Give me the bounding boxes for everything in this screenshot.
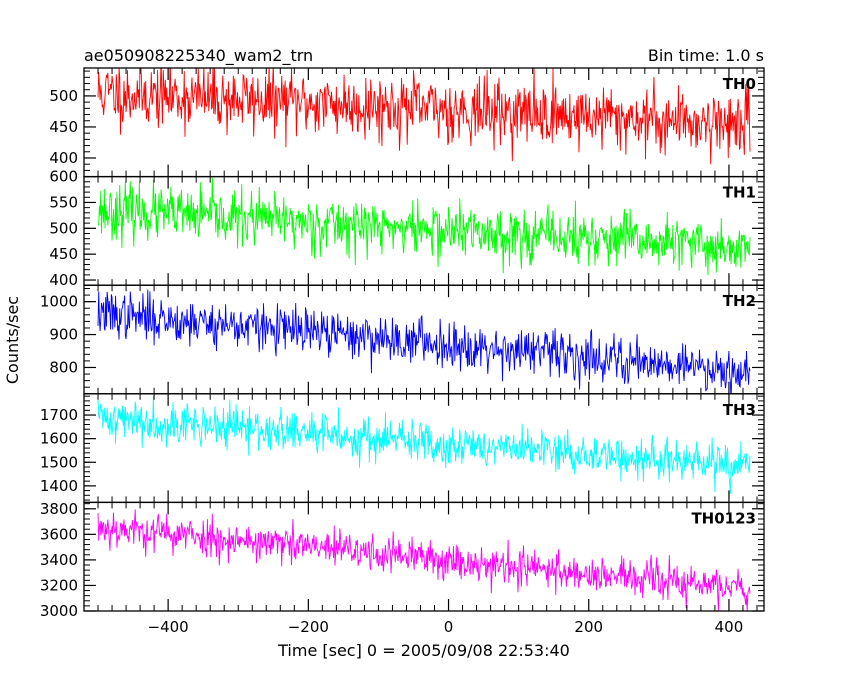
y-tick-label: 600 bbox=[49, 168, 78, 186]
panel-th1: 400 450 500 550 600 TH1 bbox=[49, 168, 765, 289]
panel-label-th0123: TH0123 bbox=[691, 509, 756, 527]
x-tick-label: 400 bbox=[715, 618, 744, 636]
x-axis-label: Time [sec] 0 = 2005/09/08 22:53:40 bbox=[277, 641, 570, 660]
y-tick-label: 1400 bbox=[40, 477, 78, 495]
chart-title-left: ae050908225340_wam2_trn bbox=[84, 46, 313, 66]
panel-frame bbox=[83, 175, 765, 286]
series-line-th3 bbox=[97, 395, 751, 495]
panels-group: 400 450 500 TH0 400 450 500 550 600 TH1 800 900 1000… bbox=[40, 67, 765, 636]
y-tick-label: 1500 bbox=[40, 453, 78, 471]
y-tick-label: 450 bbox=[49, 245, 78, 263]
panel-label-th2: TH2 bbox=[723, 292, 756, 310]
y-tick-label: 1700 bbox=[40, 406, 78, 424]
x-tick-label: 0 bbox=[444, 618, 454, 636]
panel-th0123: 3000 3200 3400 3600 3800 TH0123 −400 −200 0 200 40… bbox=[40, 500, 765, 636]
y-tick-label: 500 bbox=[49, 87, 78, 105]
series-line-th0123 bbox=[97, 509, 751, 611]
y-tick-label: 500 bbox=[49, 219, 78, 237]
y-tick-label: 1000 bbox=[40, 293, 78, 311]
panel-th2: 800 900 1000 TH2 bbox=[40, 284, 765, 395]
y-tick-label: 450 bbox=[49, 118, 78, 136]
panel-th0: 400 450 500 TH0 bbox=[49, 67, 765, 178]
y-tick-label: 550 bbox=[49, 193, 78, 211]
x-tick-label: −400 bbox=[148, 618, 189, 636]
panel-label-th0: TH0 bbox=[723, 75, 756, 93]
y-tick-label: 3400 bbox=[40, 551, 78, 569]
chart-title-right: Bin time: 1.0 s bbox=[648, 46, 764, 65]
y-tick-label: 400 bbox=[49, 271, 78, 289]
y-tick-label: 3200 bbox=[40, 576, 78, 594]
panel-th3: 1400 1500 1600 1700 TH3 bbox=[40, 393, 765, 504]
series-line-th1 bbox=[97, 176, 751, 276]
y-tick-label: 900 bbox=[49, 326, 78, 344]
panel-label-th3: TH3 bbox=[723, 401, 756, 419]
y-tick-label: 400 bbox=[49, 149, 78, 167]
x-tick-label: −200 bbox=[288, 618, 329, 636]
y-tick-label: 3000 bbox=[40, 602, 78, 620]
panel-label-th1: TH1 bbox=[723, 184, 756, 202]
y-axis-label: Counts/sec bbox=[3, 296, 22, 384]
y-tick-label: 1600 bbox=[40, 430, 78, 448]
y-tick-label: 3800 bbox=[40, 500, 78, 518]
x-tick-label: 200 bbox=[574, 618, 603, 636]
series-line-th2 bbox=[97, 289, 751, 394]
panel-frame bbox=[83, 284, 765, 395]
y-tick-label: 3600 bbox=[40, 525, 78, 543]
panel-frame bbox=[83, 501, 765, 612]
y-tick-label: 800 bbox=[49, 358, 78, 376]
series-line-th0 bbox=[97, 68, 751, 165]
